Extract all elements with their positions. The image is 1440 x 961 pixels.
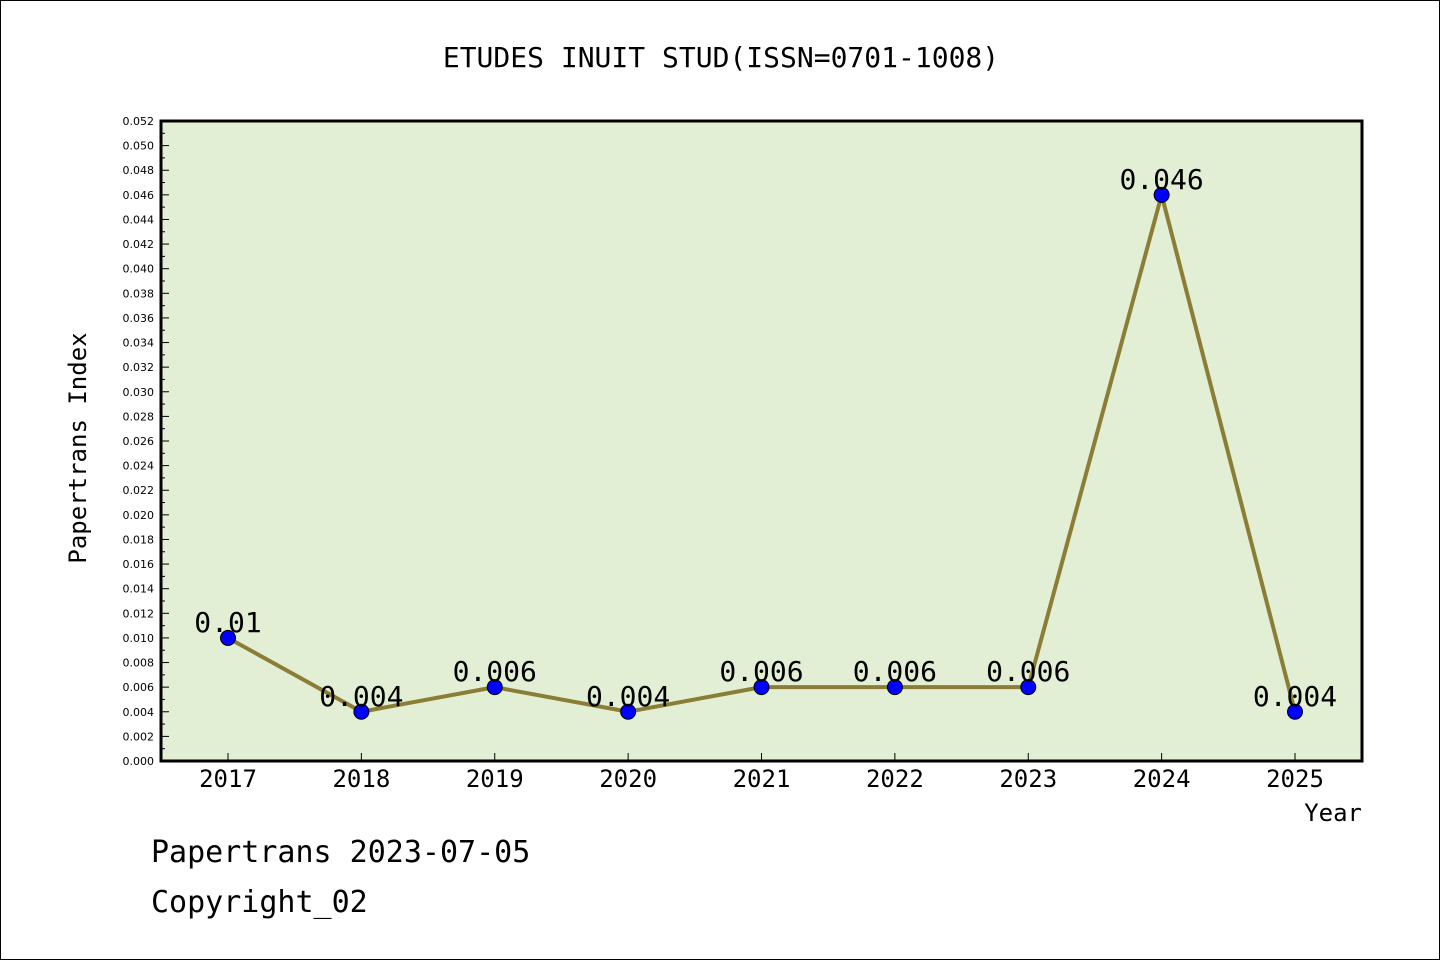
data-label: 0.046 <box>1119 163 1203 196</box>
series-layer: 0.01 0.004 0.006 0.004 0.006 0.006 0.006 0.046 0… <box>194 163 1337 720</box>
data-label: 0.006 <box>453 655 537 688</box>
y-tick-label: 0.048 <box>123 164 155 177</box>
data-label: 0.006 <box>719 655 803 688</box>
data-label: 0.004 <box>1253 680 1337 713</box>
y-tick-label: 0.004 <box>123 706 155 719</box>
y-tick-label: 0.032 <box>123 361 155 374</box>
x-axis-label: Year <box>1304 799 1362 827</box>
data-label: 0.004 <box>586 680 670 713</box>
data-point <box>1020 679 1037 696</box>
x-tick-label: 2021 <box>733 765 791 793</box>
y-tick-label: 0.038 <box>123 287 155 300</box>
y-tick-label: 0.046 <box>123 189 155 202</box>
x-tick-label: 2017 <box>199 765 257 793</box>
data-point <box>620 703 637 720</box>
y-tick-label: 0.044 <box>123 213 155 226</box>
data-label: 0.006 <box>986 655 1070 688</box>
footer-copyright: Copyright_02 <box>151 885 368 920</box>
y-tick-label: 0.030 <box>123 386 155 399</box>
x-tick-label: 2023 <box>999 765 1057 793</box>
y-tick-label: 0.020 <box>123 509 155 522</box>
data-point <box>486 679 503 696</box>
data-point <box>1153 186 1170 203</box>
plot-area <box>159 119 1364 763</box>
y-tick-label: 0.042 <box>123 238 155 251</box>
y-tick-label: 0.052 <box>123 115 155 128</box>
x-tick-label: 2019 <box>466 765 524 793</box>
data-point <box>220 629 236 646</box>
y-tick-label: 0.008 <box>123 657 155 670</box>
data-point <box>886 679 903 696</box>
y-tick-label: 0.006 <box>123 681 155 694</box>
y-tick-label: 0.040 <box>123 263 155 276</box>
x-tick-label: 2018 <box>332 765 390 793</box>
y-tick-label: 0.002 <box>123 730 155 743</box>
y-tick-label: 0.028 <box>123 410 155 423</box>
data-label: 0.006 <box>853 655 937 688</box>
x-tick-label: 2025 <box>1266 765 1324 793</box>
y-tick-label: 0.034 <box>123 337 155 350</box>
x-axis: 2017 2018 2019 2020 2021 2022 2023 2024 2025 <box>199 753 1324 793</box>
data-point <box>753 679 770 696</box>
y-tick-label: 0.026 <box>123 435 155 448</box>
y-axis-label: Papertrans Index <box>64 332 92 563</box>
x-tick-label: 2024 <box>1133 765 1191 793</box>
y-tick-label: 0.012 <box>123 607 155 620</box>
y-tick-label: 0.022 <box>123 484 155 497</box>
y-tick-label: 0.016 <box>123 558 155 571</box>
y-tick-label: 0.036 <box>123 312 155 325</box>
data-label: 0.01 <box>194 606 261 639</box>
chart-title: ETUDES INUIT STUD(ISSN=0701-1008) <box>443 41 999 74</box>
y-axis: 0.000 0.002 0.004 0.006 0.008 0.010 0.012 0.014… <box>123 115 169 768</box>
data-point <box>1287 703 1303 720</box>
data-label: 0.004 <box>319 680 403 713</box>
y-tick-label: 0.018 <box>123 533 155 546</box>
x-tick-label: 2022 <box>866 765 924 793</box>
y-tick-label: 0.000 <box>123 755 155 768</box>
footer-source-date: Papertrans 2023-07-05 <box>151 835 531 870</box>
y-tick-label: 0.010 <box>123 632 155 645</box>
y-tick-label: 0.050 <box>123 140 155 153</box>
data-point <box>353 703 370 720</box>
y-tick-label: 0.014 <box>123 583 155 596</box>
x-tick-label: 2020 <box>599 765 657 793</box>
y-tick-label: 0.024 <box>123 460 155 473</box>
